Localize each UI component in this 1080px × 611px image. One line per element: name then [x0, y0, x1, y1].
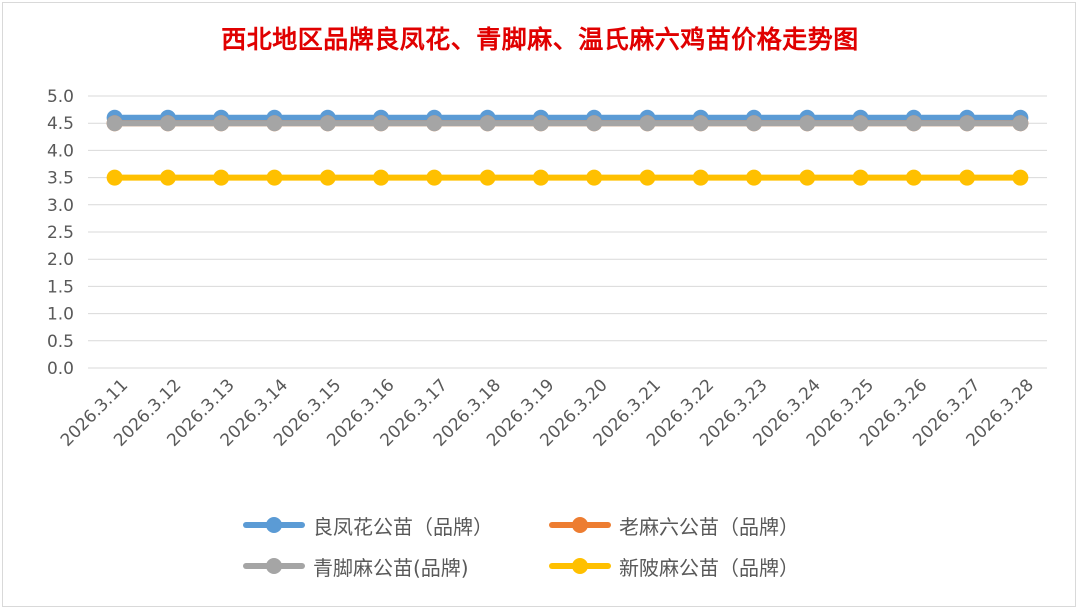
- legend-item-1: 良凤花公苗（品牌）: [243, 510, 493, 540]
- data-point: [373, 115, 390, 132]
- series-3: [106, 115, 1029, 132]
- data-point: [106, 115, 123, 132]
- y-tick-label: 4.0: [47, 141, 74, 161]
- legend-item-3: 青脚麻公苗(品牌): [243, 551, 469, 581]
- data-point: [799, 115, 816, 132]
- data-point: [266, 169, 283, 186]
- data-point: [532, 115, 549, 132]
- y-tick-label: 1.5: [47, 277, 74, 297]
- data-point: [479, 115, 496, 132]
- data-point: [905, 169, 922, 186]
- data-point: [159, 169, 176, 186]
- data-point: [213, 115, 230, 132]
- legend-marker-1: [266, 517, 282, 533]
- data-point: [266, 115, 283, 132]
- data-point: [159, 115, 176, 132]
- x-axis-tick-labels: 2026.3.112026.3.122026.3.132026.3.142026…: [57, 375, 1038, 450]
- legend-item-4: 新陂麻公苗（品牌）: [549, 551, 799, 581]
- legend-swatch-3: [243, 551, 305, 581]
- legend-swatch-4: [549, 551, 611, 581]
- legend-label-1: 良凤花公苗（品牌）: [313, 514, 493, 539]
- y-tick-label: 2.5: [47, 223, 74, 243]
- data-point: [959, 115, 976, 132]
- data-point: [692, 115, 709, 132]
- data-point: [639, 169, 656, 186]
- legend-swatch-2: [549, 510, 611, 540]
- data-point: [905, 115, 922, 132]
- y-tick-label: 0.0: [47, 359, 74, 379]
- chart-title: 西北地区品牌良凤花、青脚麻、温氏麻六鸡苗价格走势图: [221, 25, 859, 54]
- y-tick-label: 1.0: [47, 305, 74, 325]
- data-point: [1012, 169, 1029, 186]
- data-point: [586, 169, 603, 186]
- gridlines: [88, 95, 1047, 369]
- data-point: [1012, 115, 1029, 132]
- data-point: [532, 169, 549, 186]
- series-lines: [106, 109, 1029, 186]
- y-tick-label: 3.5: [47, 169, 74, 189]
- legend-label-2: 老麻六公苗（品牌）: [619, 514, 799, 539]
- legend-marker-4: [572, 558, 588, 574]
- data-point: [852, 115, 869, 132]
- legend-label-3: 青脚麻公苗(品牌): [313, 555, 469, 580]
- data-point: [745, 115, 762, 132]
- data-point: [426, 169, 443, 186]
- legend-swatch-1: [243, 510, 305, 540]
- data-point: [319, 115, 336, 132]
- y-tick-label: 4.5: [47, 114, 74, 134]
- data-point: [692, 169, 709, 186]
- data-point: [319, 169, 336, 186]
- legend-item-2: 老麻六公苗（品牌）: [549, 510, 799, 540]
- data-point: [586, 115, 603, 132]
- data-point: [745, 169, 762, 186]
- y-tick-label: 2.0: [47, 250, 74, 270]
- data-point: [213, 169, 230, 186]
- data-point: [639, 115, 656, 132]
- y-tick-label: 0.5: [47, 332, 74, 352]
- legend-label-4: 新陂麻公苗（品牌）: [619, 555, 799, 580]
- data-point: [799, 169, 816, 186]
- data-point: [106, 169, 123, 186]
- y-tick-label: 3.0: [47, 196, 74, 216]
- legend-marker-2: [572, 517, 588, 533]
- data-point: [852, 169, 869, 186]
- data-point: [426, 115, 443, 132]
- data-point: [373, 169, 390, 186]
- y-axis-tick-labels: 0.0 0.5 1.0 1.5 2.0 2.5 3.0 3.5 4.0 4.5 5.0: [47, 87, 74, 379]
- data-point: [479, 169, 496, 186]
- series-4: [106, 169, 1029, 186]
- data-point: [959, 169, 976, 186]
- y-tick-label: 5.0: [47, 87, 74, 107]
- legend-marker-3: [266, 558, 282, 574]
